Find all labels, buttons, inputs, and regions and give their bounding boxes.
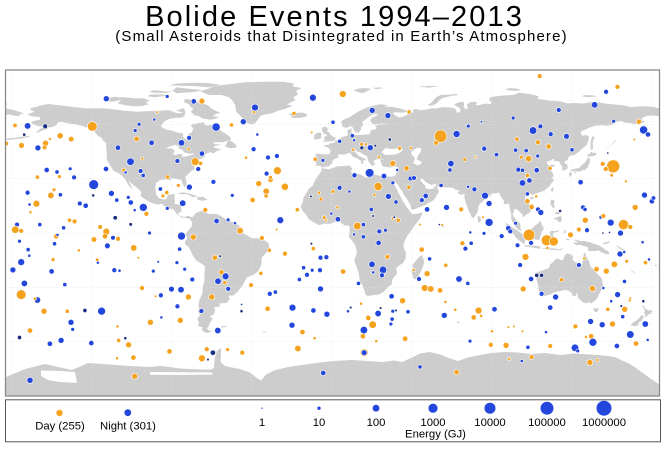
- svg-text:1000: 1000: [420, 417, 445, 429]
- svg-text:Day (255): Day (255): [35, 421, 85, 433]
- svg-text:1000000: 1000000: [582, 417, 626, 429]
- svg-text:100: 100: [367, 417, 386, 429]
- svg-text:100000: 100000: [528, 417, 566, 429]
- svg-text:1: 1: [259, 417, 265, 429]
- svg-text:Energy (GJ): Energy (GJ): [405, 428, 466, 440]
- svg-text:10: 10: [313, 417, 326, 429]
- svg-text:Night (301): Night (301): [100, 421, 156, 433]
- svg-text:10000: 10000: [474, 417, 505, 429]
